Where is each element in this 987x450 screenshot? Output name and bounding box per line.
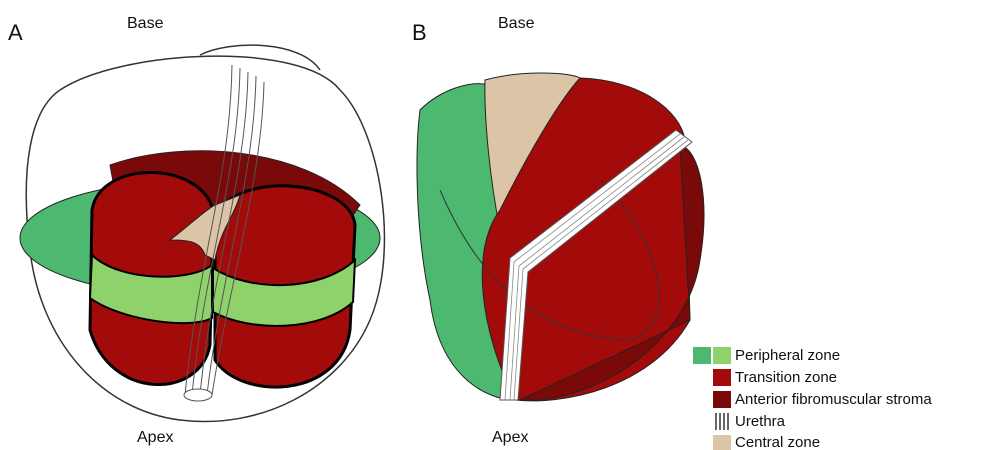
- diagram: A Base Apex B Base Apex Peripheral zone …: [0, 0, 987, 450]
- base-label: Base: [127, 15, 164, 32]
- apex-label: Apex: [137, 429, 173, 446]
- swatch: [713, 391, 731, 408]
- legend: Peripheral zone Transition zone Anterior…: [693, 347, 932, 450]
- swatch: [716, 413, 728, 430]
- apex-label: Apex: [492, 429, 528, 446]
- legend-label: Anterior fibromuscular stroma: [735, 391, 932, 408]
- swatch: [713, 435, 731, 450]
- prostate-sagittal: [417, 73, 704, 401]
- swatch: [713, 347, 731, 364]
- swatch: [693, 347, 711, 364]
- panel-label: B: [412, 20, 427, 45]
- legend-label: Central zone: [735, 434, 820, 450]
- legend-label: Urethra: [735, 413, 786, 430]
- prostate-coronal: [20, 45, 384, 421]
- base-label: Base: [498, 15, 535, 32]
- legend-label: Transition zone: [735, 369, 837, 386]
- panel-label: A: [8, 20, 23, 45]
- legend-label: Peripheral zone: [735, 347, 840, 364]
- swatch: [713, 369, 731, 386]
